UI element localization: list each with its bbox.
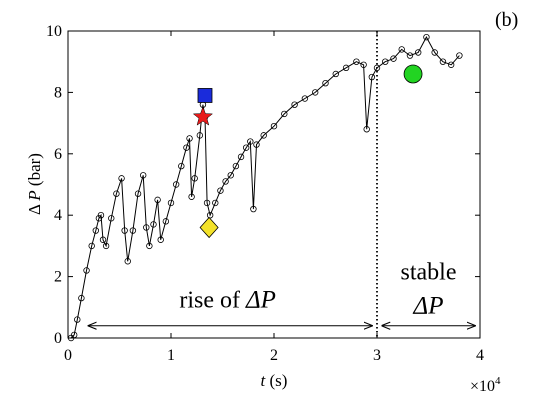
data-point bbox=[439, 58, 447, 65]
data-point bbox=[118, 175, 125, 182]
data-point bbox=[456, 52, 463, 59]
x-ticks: 0 1 2 3 4 bbox=[64, 31, 484, 364]
data-point bbox=[139, 172, 147, 179]
data-point bbox=[253, 141, 260, 148]
data-point bbox=[322, 79, 329, 87]
data-point bbox=[78, 294, 85, 302]
panel-label: (b) bbox=[495, 9, 518, 31]
circle-marker bbox=[403, 64, 423, 84]
data-point bbox=[124, 258, 131, 265]
data-point bbox=[360, 61, 367, 68]
data-point bbox=[191, 175, 198, 182]
data-point bbox=[390, 55, 397, 62]
data-point bbox=[415, 49, 422, 56]
data-point bbox=[237, 153, 245, 161]
data-point bbox=[83, 267, 90, 274]
data-point bbox=[167, 199, 175, 207]
data-point bbox=[227, 172, 234, 179]
data-point bbox=[291, 101, 298, 108]
data-point bbox=[88, 242, 95, 250]
data-point bbox=[172, 181, 180, 188]
data-point bbox=[129, 227, 137, 234]
data-point bbox=[134, 190, 142, 197]
data-point bbox=[260, 132, 267, 139]
series-line-0 bbox=[70, 36, 460, 339]
star-marker bbox=[192, 106, 214, 126]
y-tick-label-3: 6 bbox=[54, 146, 62, 163]
data-point bbox=[301, 95, 309, 102]
y-tick-label-4: 8 bbox=[54, 84, 62, 101]
plot-area bbox=[67, 31, 463, 342]
stable-label-line1: stable bbox=[401, 260, 457, 286]
data-point bbox=[113, 190, 120, 197]
data-point bbox=[212, 199, 219, 207]
x-tick-label-3: 3 bbox=[373, 347, 381, 364]
y-tick-label-5: 10 bbox=[46, 23, 62, 40]
data-point bbox=[203, 199, 211, 207]
data-point bbox=[373, 64, 381, 72]
data-point bbox=[312, 89, 319, 96]
data-point bbox=[431, 49, 438, 56]
data-point bbox=[157, 236, 164, 243]
data-point bbox=[150, 221, 157, 228]
data-point bbox=[146, 242, 153, 250]
data-point bbox=[217, 187, 224, 194]
stable-label-line2: ΔP bbox=[413, 293, 444, 320]
data-point bbox=[154, 196, 161, 204]
data-point bbox=[178, 162, 185, 170]
data-point bbox=[270, 122, 278, 130]
x-axis-label: t (s) bbox=[261, 371, 288, 390]
y-tick-label-0: 0 bbox=[54, 330, 62, 347]
data-point bbox=[188, 193, 195, 200]
annotations: rise of ΔP stable ΔP bbox=[89, 260, 475, 326]
data-point bbox=[447, 61, 455, 68]
data-point bbox=[206, 211, 214, 219]
data-point bbox=[353, 58, 360, 65]
data-point bbox=[363, 126, 370, 133]
data-point bbox=[162, 218, 170, 225]
data-point bbox=[242, 144, 250, 151]
data-point bbox=[97, 211, 105, 219]
data-point bbox=[398, 46, 405, 53]
x-multiplier: ×104 bbox=[470, 375, 501, 395]
data-point bbox=[74, 316, 81, 323]
x-tick-label-4: 4 bbox=[476, 347, 484, 364]
data-point bbox=[281, 110, 288, 118]
data-point bbox=[92, 227, 100, 234]
data-point bbox=[222, 178, 229, 185]
x-tick-label-2: 2 bbox=[270, 347, 278, 364]
data-point bbox=[102, 242, 110, 250]
data-point bbox=[368, 73, 376, 81]
data-point bbox=[232, 162, 240, 170]
data-point bbox=[382, 58, 389, 65]
rise-label: rise of ΔP bbox=[179, 286, 276, 313]
data-point bbox=[406, 52, 414, 59]
data-point bbox=[247, 138, 254, 145]
y-axis-label: Δ P (bar) bbox=[25, 153, 44, 215]
x-tick-label-0: 0 bbox=[64, 347, 72, 364]
data-point bbox=[99, 236, 107, 243]
diamond-marker bbox=[199, 216, 219, 239]
y-ticks: 0 2 4 6 8 10 bbox=[46, 23, 480, 347]
x-tick-label-1: 1 bbox=[167, 347, 175, 364]
data-point bbox=[196, 132, 204, 139]
data-point bbox=[423, 33, 430, 41]
y-tick-label-2: 4 bbox=[54, 207, 62, 224]
data-point bbox=[342, 64, 350, 72]
data-point bbox=[183, 144, 190, 151]
y-tick-label-1: 2 bbox=[54, 269, 62, 286]
data-point bbox=[108, 215, 115, 222]
data-point bbox=[332, 70, 339, 78]
square-marker bbox=[197, 88, 213, 103]
data-point bbox=[121, 227, 128, 234]
data-point bbox=[186, 135, 193, 142]
data-point bbox=[250, 205, 257, 213]
data-point bbox=[143, 224, 150, 231]
